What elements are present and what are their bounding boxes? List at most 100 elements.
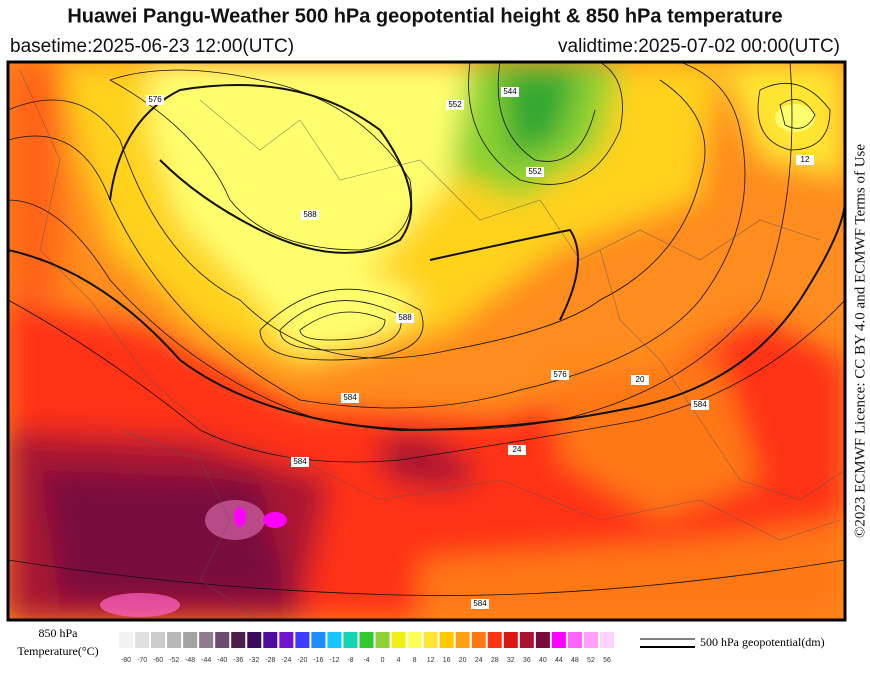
colorbar-swatch: [455, 632, 470, 648]
contour-label: 12: [801, 155, 810, 164]
contour-label-bg: [471, 599, 489, 609]
colorbar-tick-label: 52: [587, 657, 595, 664]
colorbar-swatch: [119, 632, 134, 648]
colorbar-tick-label: -52: [169, 657, 179, 664]
contour-label-bg: [501, 87, 519, 97]
colorbar-swatch: [167, 632, 182, 648]
colorbar-swatch: [151, 632, 166, 648]
contour-label: 24: [513, 445, 522, 454]
contour-label-bg: [146, 95, 164, 105]
colorbar-tick-label: 44: [555, 657, 563, 664]
colorbar-tick-label: -4: [363, 657, 369, 664]
colorbar-swatch: [599, 632, 614, 648]
colorbar-swatch: [503, 632, 518, 648]
colorbar-tick-label: -48: [185, 657, 195, 664]
line-legend: 500 hPa geopotential(dm): [700, 635, 825, 649]
colorbar-tick-label: -32: [249, 657, 259, 664]
contour-label-bg: [691, 400, 709, 410]
colorbar-swatch: [359, 632, 374, 648]
colorbar-swatch: [231, 632, 246, 648]
colorbar-swatch: [423, 632, 438, 648]
colorbar-tick-label: -44: [201, 657, 211, 664]
colorbar-tick-label: 56: [603, 657, 611, 664]
colorbar-swatch: [567, 632, 582, 648]
colorbar-swatch: [199, 632, 214, 648]
colorbar-swatch: [135, 632, 150, 648]
colorbar-tick-label: 8: [413, 657, 417, 664]
colorbar-tick-label: -8: [347, 657, 353, 664]
contour-label-bg: [396, 313, 414, 323]
contour-label: 576: [148, 95, 162, 104]
colorbar-tick-label: 40: [539, 657, 547, 664]
contour-label: 544: [503, 87, 517, 96]
contour-label-bg: [551, 370, 569, 380]
contour-label: 584: [293, 457, 307, 466]
contour-label-bg: [291, 457, 309, 467]
colorbar-swatch: [327, 632, 342, 648]
contour-label: 588: [398, 313, 412, 322]
contour-label: 576: [553, 370, 567, 379]
contour-label-bg: [446, 100, 464, 110]
colorbar-swatch: [439, 632, 454, 648]
contour-label: 552: [528, 167, 542, 176]
colorbar-swatch: [279, 632, 294, 648]
colorbar-swatch: [487, 632, 502, 648]
colorbar-swatch: [407, 632, 422, 648]
colorbar-swatch: [375, 632, 390, 648]
colorbar-swatch: [583, 632, 598, 648]
colorbar-swatch: [295, 632, 310, 648]
contour-label-bg: [301, 210, 319, 220]
colorbar-tick-label: -80: [121, 657, 131, 664]
colorbar-tick-label: -70: [137, 657, 147, 664]
contour-label-bg: [526, 167, 544, 177]
colorbar-tick-label: 36: [523, 657, 531, 664]
colorbar-tick-label: -20: [297, 657, 307, 664]
contour-label-bg: [341, 393, 359, 403]
colorbar-tick-label: -28: [265, 657, 275, 664]
colorbar-tick-label: 24: [475, 657, 483, 664]
basetime: basetime:2025-06-23 12:00(UTC): [10, 36, 294, 57]
colorbar-title: 850 hPa: [39, 626, 79, 640]
contour-label: 584: [473, 599, 487, 608]
colorbar-tick-label: 12: [427, 657, 435, 664]
colorbar-tick-label: 16: [443, 657, 451, 664]
colorbar-swatch: [391, 632, 406, 648]
contour-label: 588: [303, 210, 317, 219]
colorbar-tick-label: 28: [491, 657, 499, 664]
title: Huawei Pangu-Weather 500 hPa geopotentia…: [67, 5, 782, 27]
contour-label: 552: [448, 100, 462, 109]
colorbar-swatch: [263, 632, 278, 648]
colorbar-swatch: [183, 632, 198, 648]
colorbar-swatch: [535, 632, 550, 648]
colorbar-tick-label: -40: [217, 657, 227, 664]
contour-label-bg: [631, 375, 649, 385]
colorbar-tick-label: 32: [507, 657, 515, 664]
colorbar-tick-label: -12: [329, 657, 339, 664]
colorbar-swatch: [215, 632, 230, 648]
colorbar-tick-label: -24: [281, 657, 291, 664]
map-frame: [6, 60, 847, 622]
contour-label: 20: [636, 375, 645, 384]
contour-label-bg: [796, 155, 814, 165]
colorbar-swatch: [343, 632, 358, 648]
contour-label-bg: [508, 445, 526, 455]
colorbar-tick-label: -60: [153, 657, 163, 664]
license: ©2023 ECMWF Licence: CC BY 4.0 and ECMWF…: [852, 144, 868, 538]
colorbar-swatch: [551, 632, 566, 648]
colorbar-tick-label: -36: [233, 657, 243, 664]
colorbar-swatch: [247, 632, 262, 648]
map: 584 588 576 552 584 588 584 12 20 24 584 576 552 544: [8, 62, 845, 620]
contour-label: 584: [343, 393, 357, 402]
colorbar-swatch: [311, 632, 326, 648]
colorbar-swatch: [519, 632, 534, 648]
colorbar-title: Temperature(°C): [17, 644, 98, 658]
contour-label: 584: [693, 400, 707, 409]
colorbar-tick-label: 48: [571, 657, 579, 664]
colorbar-tick-label: 0: [381, 657, 385, 664]
colorbar-tick-label: 4: [397, 657, 401, 664]
colorbar-tick-label: -16: [313, 657, 323, 664]
validtime: validtime:2025-07-02 00:00(UTC): [558, 36, 840, 57]
colorbar-swatch: [471, 632, 486, 648]
colorbar-tick-label: 20: [459, 657, 467, 664]
